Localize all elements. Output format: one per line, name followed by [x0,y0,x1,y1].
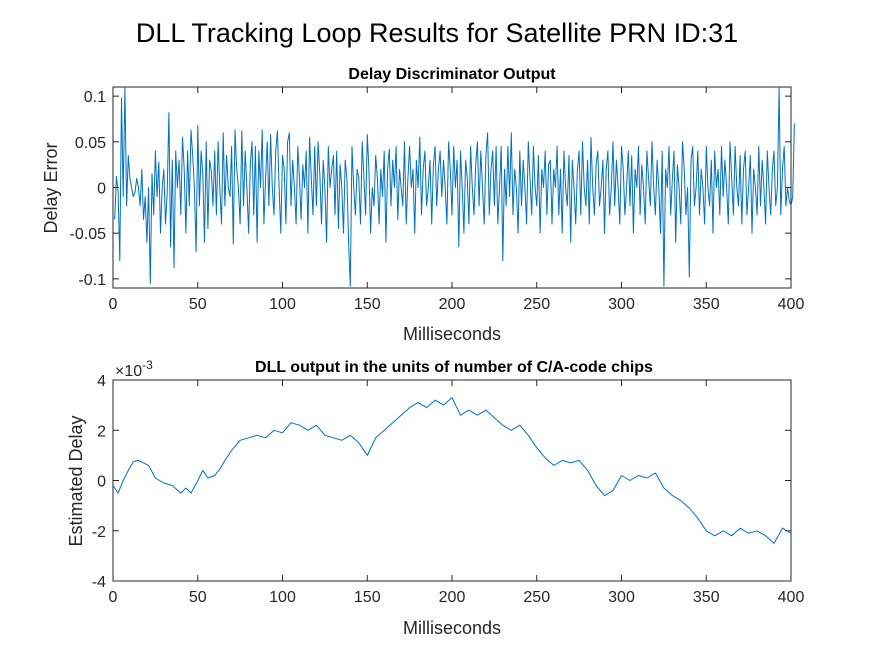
dll-output-xtick-label: 100 [269,589,296,606]
discriminator-xtick-label: 150 [354,296,381,313]
discriminator-ytick-label: -0.1 [78,272,106,289]
dll-output-ytick-label: 0 [97,474,106,491]
discriminator-axes: Delay Discriminator Output 0 50 100 150 200 2… [41,66,804,344]
dll-output-ytick-label: 4 [97,373,106,390]
discriminator-title: Delay Discriminator Output [348,66,556,83]
discriminator-ytick-label: 0.05 [75,135,106,152]
figure-title: DLL Tracking Loop Results for Satellite … [136,18,738,48]
discriminator-xtick-label: 300 [608,296,635,313]
discriminator-ytick-label: 0.1 [84,89,106,106]
dll-output-xtick-label: 200 [439,589,466,606]
discriminator-xtick-label: 50 [189,296,207,313]
dll-output-exponent: ×10-3 [115,358,153,380]
discriminator-xtick-label: 400 [778,296,805,313]
discriminator-xtick-label: 250 [523,296,550,313]
discriminator-series [114,86,795,287]
dll-output-series [112,397,792,544]
dll-output-ytick-label: 2 [97,423,106,440]
discriminator-xlabel: Milliseconds [403,324,501,344]
discriminator-ytick-label: -0.05 [70,226,107,243]
discriminator-series-line [114,86,795,287]
dll-output-xtick-label: 0 [109,589,118,606]
discriminator-xtick-label: 350 [693,296,720,313]
dll-output-xtick-label: 150 [354,589,381,606]
dll-output-xtick-label: 400 [778,589,805,606]
dll-output-plot-area [112,379,792,582]
dll-output-xlabel: Milliseconds [403,618,501,638]
dll-output-axes: DLL output in the units of number of C/A… [66,358,804,638]
discriminator-ylabel: Delay Error [41,142,61,233]
discriminator-ticks: 0 50 100 150 200 250 300 350 400 -0.1 -0.05 0 0.05 0.… [70,87,805,313]
dll-output-series-line [112,397,792,544]
dll-output-ytick-label: -2 [92,524,106,541]
dll-output-xtick-label: 300 [608,589,635,606]
dll-output-ytick-label: -4 [92,574,106,591]
dll-output-ticks: 0 50 100 150 200 250 300 350 400 -4 -2 0 2 4 [92,373,805,606]
discriminator-xtick-label: 0 [109,296,118,313]
discriminator-ytick-label: 0 [97,181,106,198]
dll-output-xtick-label: 50 [189,589,207,606]
discriminator-xtick-label: 200 [439,296,466,313]
discriminator-xtick-label: 100 [269,296,296,313]
dll-output-ylabel: Estimated Delay [66,415,86,546]
dll-output-title: DLL output in the units of number of C/A… [255,359,653,376]
dll-output-xtick-label: 250 [523,589,550,606]
dll-output-xtick-label: 350 [693,589,720,606]
